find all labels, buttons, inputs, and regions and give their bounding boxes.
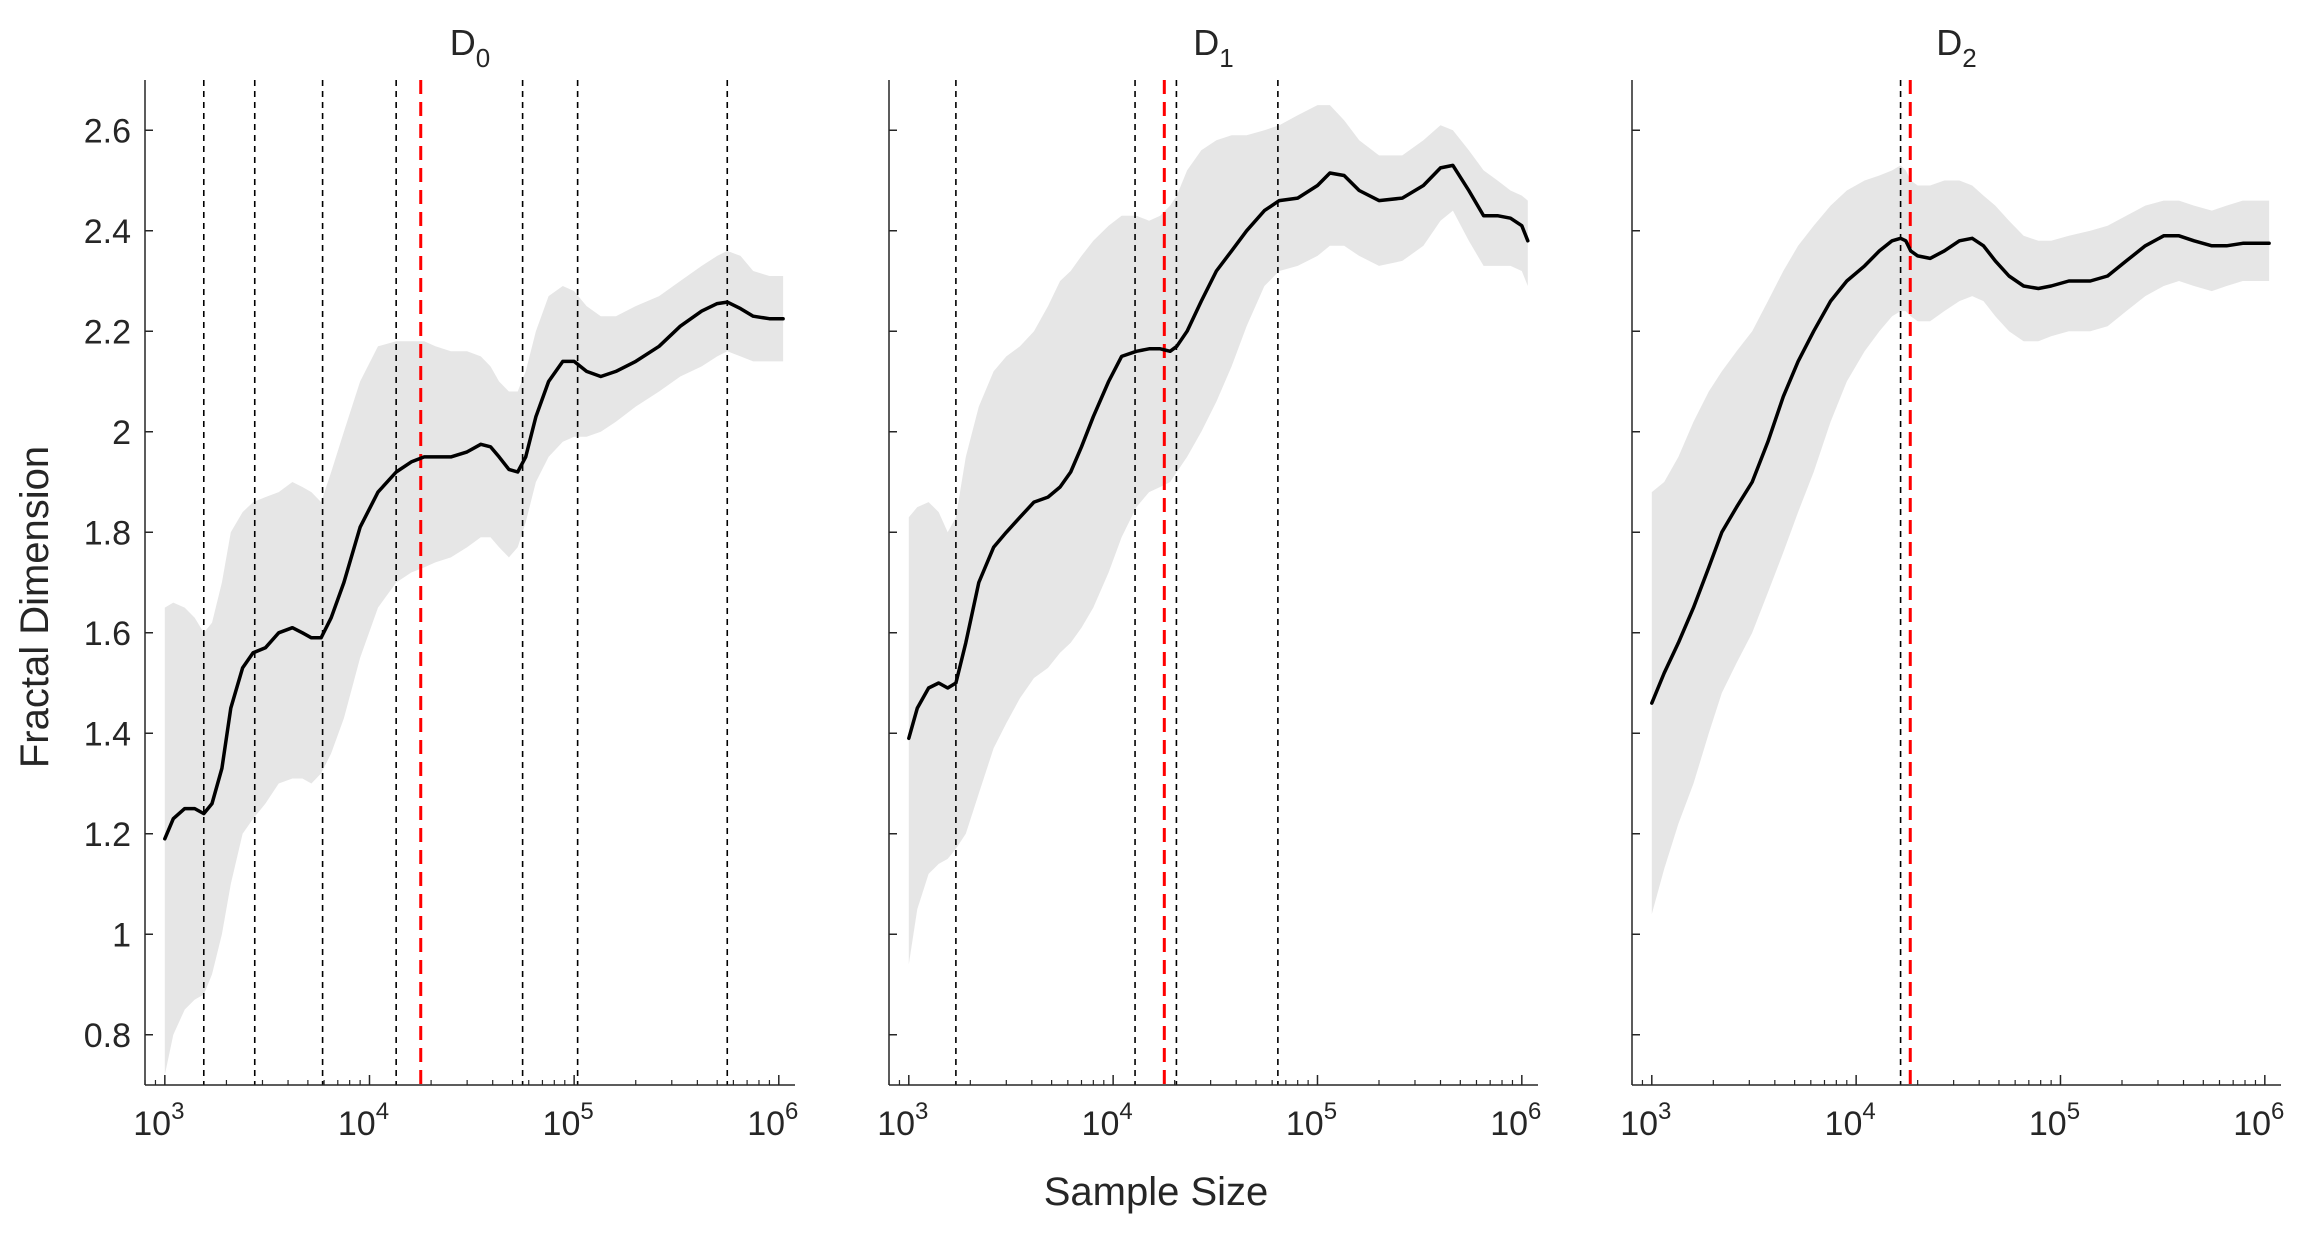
x-tick-label-1: 104 [1825,1098,1876,1143]
x-tick-base: 10 [338,1105,376,1143]
x-tick-exponent: 5 [580,1098,593,1125]
panel-title-2: D2 [1936,22,1976,73]
x-tick-exponent: 5 [2067,1098,2080,1125]
y-tick-label-2: 1.2 [84,816,131,854]
y-tick-label-4: 1.6 [84,615,131,653]
y-tick-label-8: 2.4 [84,213,131,251]
x-tick-label-0: 103 [1620,1098,1671,1143]
y-tick-label-5: 1.8 [84,514,131,552]
x-tick-base: 10 [1825,1105,1863,1143]
x-tick-label-2: 105 [1286,1098,1337,1143]
x-tick-exponent: 5 [1324,1098,1337,1125]
x-tick-exponent: 3 [915,1098,928,1125]
panel-title-subscript: 1 [1219,43,1233,73]
x-tick-exponent: 6 [2271,1098,2284,1125]
x-tick-label-0: 103 [877,1098,928,1143]
x-tick-label-1: 104 [338,1098,389,1143]
x-tick-exponent: 3 [171,1098,184,1125]
y-tick-label-0: 0.8 [84,1017,131,1055]
y-tick-label-9: 2.6 [84,112,131,150]
x-tick-label-3: 106 [2233,1098,2284,1143]
confidence-band [908,105,1528,965]
mean-line [907,163,1530,741]
x-axis-label: Sample Size [1044,1170,1269,1214]
panel-title-subscript: 2 [1962,43,1976,73]
confidence-band [164,250,784,1075]
x-tick-exponent: 4 [1119,1098,1132,1125]
x-tick-base: 10 [1490,1105,1528,1143]
x-tick-base: 10 [1082,1105,1120,1143]
x-tick-label-2: 105 [2029,1098,2080,1143]
x-tick-exponent: 4 [1862,1098,1875,1125]
x-tick-base: 10 [1286,1105,1324,1143]
x-tick-exponent: 3 [1658,1098,1671,1125]
panel-title-0: D0 [450,22,490,73]
x-tick-label-3: 106 [1490,1098,1541,1143]
x-tick-label-1: 104 [1082,1098,1133,1143]
y-tick-label-7: 2.2 [84,313,131,351]
y-tick-label-6: 2 [112,414,131,452]
panel-title-base: D [1936,22,1962,63]
x-tick-exponent: 6 [1528,1098,1541,1125]
x-tick-exponent: 4 [376,1098,389,1125]
mean-line [1650,234,2271,705]
x-tick-base: 10 [877,1105,915,1143]
x-tick-label-3: 106 [747,1098,798,1143]
x-tick-label-0: 103 [133,1098,184,1143]
y-tick-label-1: 1 [112,916,131,954]
x-tick-exponent: 6 [785,1098,798,1125]
confidence-band [1651,165,2270,915]
y-axis-label: Fractal Dimension [13,446,57,768]
x-tick-base: 10 [1620,1105,1658,1143]
panel-title-1: D1 [1193,22,1233,73]
panel-title-base: D [450,22,476,63]
x-tick-base: 10 [2233,1105,2271,1143]
y-tick-label-3: 1.4 [84,715,131,753]
panel-title-subscript: 0 [476,43,490,73]
mean-line [163,300,785,841]
panel-title-base: D [1193,22,1219,63]
x-tick-base: 10 [747,1105,785,1143]
x-tick-base: 10 [133,1105,171,1143]
x-tick-label-2: 105 [543,1098,594,1143]
x-tick-base: 10 [543,1105,581,1143]
x-tick-base: 10 [2029,1105,2067,1143]
